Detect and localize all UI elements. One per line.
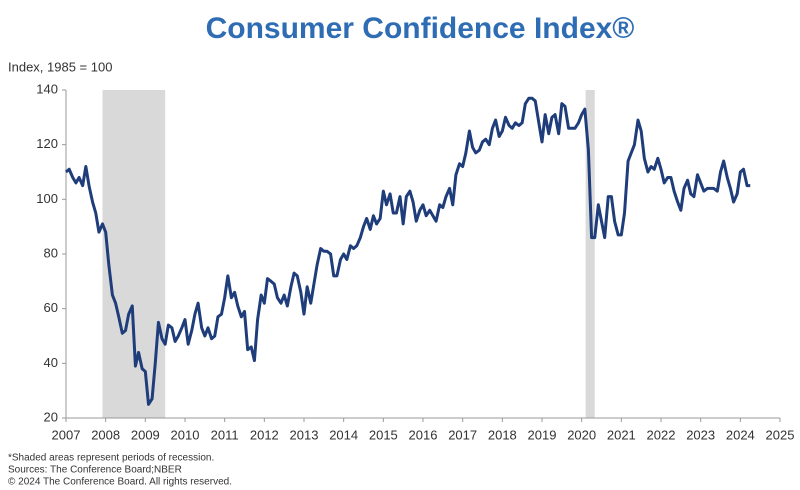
y-tick-label: 40	[44, 355, 58, 370]
y-tick-label: 20	[44, 409, 58, 424]
chart-title: Consumer Confidence Index®	[206, 12, 635, 45]
x-tick-label: 2012	[250, 427, 279, 442]
footnote: *Shaded areas represent periods of reces…	[8, 453, 214, 464]
y-tick-label: 140	[36, 81, 58, 96]
x-tick-label: 2011	[211, 427, 239, 442]
data-line	[65, 96, 751, 406]
x-tick-label: 2022	[647, 427, 676, 442]
x-tick-label: 2020	[567, 427, 596, 442]
x-tick-label: 2025	[766, 427, 795, 442]
y-axis-label: Index, 1985 = 100	[8, 59, 112, 74]
y-tick-label: 120	[36, 136, 58, 151]
x-tick-label: 2017	[448, 427, 477, 442]
x-tick-label: 2023	[686, 427, 715, 442]
y-tick-label: 80	[44, 245, 58, 260]
x-tick-label: 2010	[171, 427, 200, 442]
x-tick-label: 2021	[607, 427, 636, 442]
y-tick-label: 100	[36, 191, 58, 206]
x-tick-label: 2016	[409, 427, 438, 442]
footnote: Sources: The Conference Board;NBER	[8, 465, 182, 476]
x-tick-label: 2014	[329, 427, 358, 442]
x-tick-label: 2018	[488, 427, 517, 442]
recession-band	[585, 90, 595, 418]
y-tick-label: 60	[44, 300, 58, 315]
x-tick-label: 2024	[726, 427, 755, 442]
x-tick-label: 2013	[290, 427, 319, 442]
x-tick-label: 2015	[369, 427, 398, 442]
x-tick-label: 2008	[91, 427, 120, 442]
x-tick-label: 2019	[528, 427, 557, 442]
x-tick-label: 2009	[131, 427, 160, 442]
footnote: © 2024 The Conference Board. All rights …	[8, 477, 232, 488]
x-tick-label: 2007	[52, 427, 81, 442]
